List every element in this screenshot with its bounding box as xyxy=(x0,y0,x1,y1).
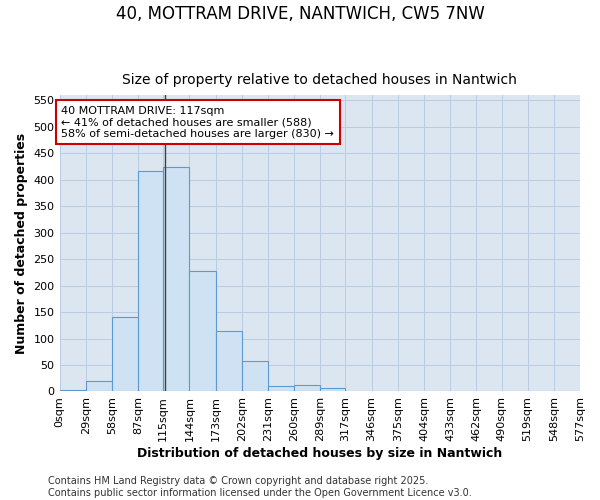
Bar xyxy=(294,384,320,392)
Title: Size of property relative to detached houses in Nantwich: Size of property relative to detached ho… xyxy=(122,73,517,87)
Bar xyxy=(320,388,346,392)
Text: Contains HM Land Registry data © Crown copyright and database right 2025.
Contai: Contains HM Land Registry data © Crown c… xyxy=(48,476,472,498)
Bar xyxy=(163,167,190,392)
Text: 40, MOTTRAM DRIVE, NANTWICH, CW5 7NW: 40, MOTTRAM DRIVE, NANTWICH, CW5 7NW xyxy=(116,5,484,23)
Bar xyxy=(138,171,163,392)
Bar xyxy=(59,390,86,392)
Text: 40 MOTTRAM DRIVE: 117sqm
← 41% of detached houses are smaller (588)
58% of semi-: 40 MOTTRAM DRIVE: 117sqm ← 41% of detach… xyxy=(61,106,334,139)
Bar xyxy=(242,361,268,392)
Bar xyxy=(86,381,112,392)
Bar xyxy=(190,271,215,392)
X-axis label: Distribution of detached houses by size in Nantwich: Distribution of detached houses by size … xyxy=(137,447,502,460)
Bar xyxy=(527,391,554,392)
Bar xyxy=(268,386,294,392)
Y-axis label: Number of detached properties: Number of detached properties xyxy=(15,132,28,354)
Bar xyxy=(215,330,242,392)
Bar xyxy=(112,318,138,392)
Bar xyxy=(371,391,398,392)
